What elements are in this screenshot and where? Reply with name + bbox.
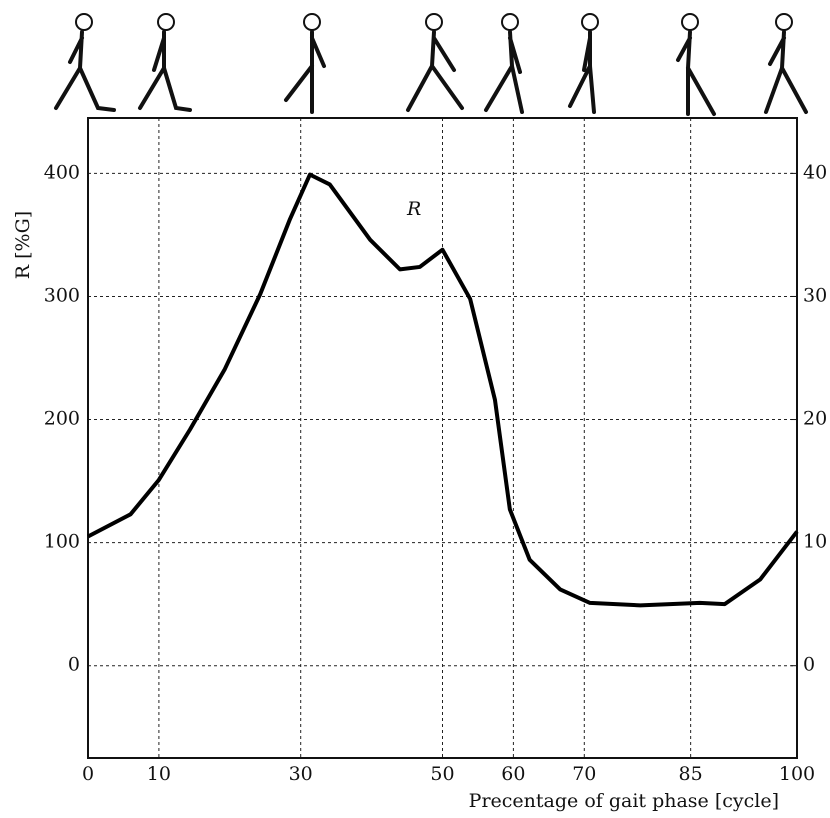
y-tick-label: 300 bbox=[44, 284, 80, 306]
y2-tick-label: 30 bbox=[803, 284, 827, 306]
x-tick-label: 100 bbox=[779, 763, 815, 785]
y2-tick-label: 20 bbox=[803, 408, 827, 430]
x-tick-label: 85 bbox=[679, 763, 703, 785]
y-tick-label: 200 bbox=[44, 408, 80, 430]
x-tick-label: 30 bbox=[289, 763, 313, 785]
y2-tick-label: 10 bbox=[803, 531, 827, 553]
x-axis-label: Precentage of gait phase [cycle] bbox=[469, 790, 779, 812]
y-tick-label: 100 bbox=[44, 531, 80, 553]
y-tick-label: 400 bbox=[44, 161, 80, 183]
plot-frame bbox=[87, 117, 798, 759]
data-line bbox=[87, 172, 799, 608]
annotation: R bbox=[406, 198, 421, 220]
x-tick-label: 50 bbox=[430, 763, 454, 785]
y-tick-label: 0 bbox=[68, 654, 80, 676]
x-tick-label: 70 bbox=[572, 763, 596, 785]
walking-figures bbox=[54, 13, 808, 116]
y-axis-label: R [%G] bbox=[12, 211, 34, 279]
y2-tick-label: 40 bbox=[803, 161, 827, 183]
y2-tick-label: 0 bbox=[803, 654, 815, 676]
x-tick-label: 60 bbox=[501, 763, 525, 785]
x-tick-label: 10 bbox=[147, 763, 171, 785]
x-tick-label: 0 bbox=[82, 763, 94, 785]
